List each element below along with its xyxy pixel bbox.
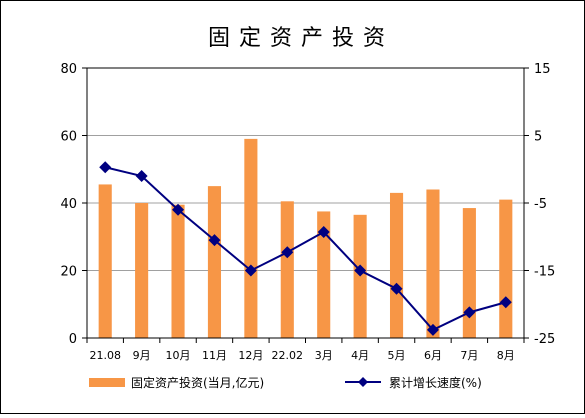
y-right-tick-label: 15	[534, 62, 551, 77]
y-left-tick-label: 20	[60, 265, 77, 280]
bar	[98, 184, 112, 338]
gridlines	[87, 135, 524, 271]
chart-title: 固定资产投资	[208, 26, 394, 51]
line-point	[390, 282, 403, 295]
legend: 固定资产投资(当月,亿元) 累计增长速度(%)	[89, 375, 482, 390]
x-tick-label: 3月	[315, 349, 333, 362]
line-point	[172, 203, 185, 216]
line-point	[244, 264, 257, 277]
bar	[280, 201, 294, 338]
line-point	[99, 161, 112, 174]
bar	[426, 189, 440, 338]
bar-series	[98, 138, 513, 338]
legend-marker-diamond	[358, 377, 368, 387]
line-point	[499, 296, 512, 309]
axes	[82, 67, 529, 343]
legend-label-line: 累计增长速度(%)	[389, 375, 482, 390]
x-tick-label: 22.02	[272, 349, 304, 362]
y-left-tick-label: 0	[69, 332, 77, 347]
bar	[171, 204, 185, 338]
tick-labels: 0 20 40 60 80 -25 -15 -5 5 15 21.08 9月 10月 11月 12月 22.0…	[60, 62, 555, 362]
bar	[135, 203, 149, 338]
bar	[389, 192, 404, 338]
y-right-tick-label: -25	[534, 332, 555, 347]
line-point	[426, 323, 439, 336]
line-point	[281, 246, 294, 259]
x-tick-label: 8月	[497, 349, 515, 362]
y-right-tick-label: -15	[534, 265, 555, 280]
legend-swatch-bar	[89, 378, 125, 387]
bar	[244, 138, 258, 338]
bar	[462, 208, 476, 338]
bar	[317, 211, 331, 338]
line-point	[208, 234, 221, 247]
y-right-tick-label: -5	[534, 197, 547, 212]
x-tick-label: 11月	[202, 349, 227, 362]
line-point	[463, 306, 476, 319]
x-tick-label: 5月	[388, 349, 406, 362]
x-tick-label: 10月	[166, 349, 191, 362]
growth-line	[104, 166, 507, 332]
y-left-tick-label: 80	[60, 62, 77, 77]
x-tick-label: 6月	[424, 349, 442, 362]
line-point	[135, 170, 148, 182]
bar	[499, 199, 513, 338]
line-point	[354, 264, 367, 277]
x-tick-label: 4月	[351, 349, 369, 362]
y-left-tick-label: 60	[60, 130, 77, 145]
line-point	[317, 226, 330, 239]
x-tick-label: 12月	[238, 349, 263, 362]
x-tick-label: 21.08	[89, 349, 121, 362]
y-right-tick-label: 5	[534, 130, 542, 145]
line-series	[99, 161, 512, 336]
x-tick-label: 7月	[460, 349, 478, 362]
y-left-tick-label: 40	[60, 197, 77, 212]
legend-label-bar: 固定资产投资(当月,亿元)	[131, 375, 264, 390]
x-tick-label: 9月	[133, 349, 151, 362]
bar	[207, 186, 222, 338]
